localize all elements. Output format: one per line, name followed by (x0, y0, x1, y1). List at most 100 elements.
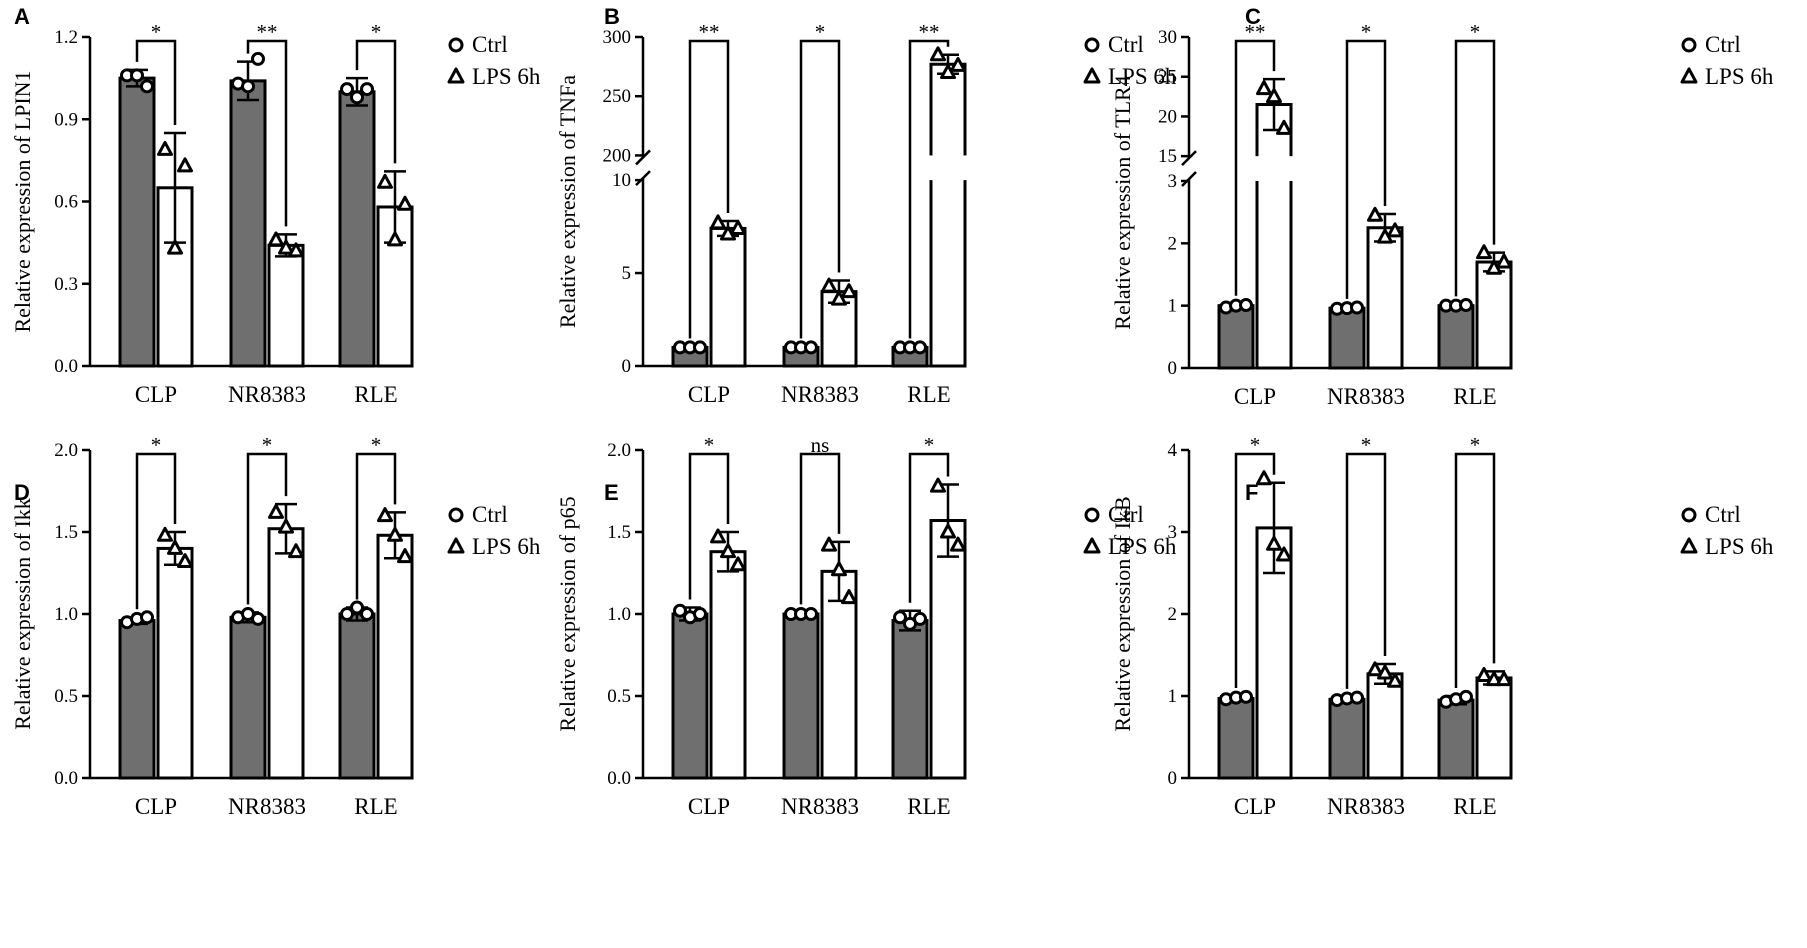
significance-bracket (688, 452, 730, 600)
y-tick-label: 2.0 (54, 440, 78, 461)
bar-lps-6h (1366, 672, 1404, 780)
x-category-label: RLE (907, 794, 950, 819)
y-tick-label: 1.5 (607, 522, 631, 543)
x-category-label: NR8383 (781, 382, 859, 407)
x-category-label: CLP (135, 794, 177, 819)
legend-marker-ctrl (1084, 507, 1100, 523)
significance-label: * (1470, 20, 1481, 44)
data-point-ctrl (693, 607, 707, 621)
axis-break-mark (1181, 150, 1197, 167)
legend: Ctrl LPS 6h (447, 502, 541, 559)
panel-letter: A (14, 4, 30, 29)
legend-label-ctrl: Ctrl (1705, 502, 1741, 527)
significance-label: * (1250, 433, 1261, 457)
axis-break-mark (1181, 171, 1197, 187)
data-point-ctrl (913, 340, 927, 355)
data-point-ctrl (340, 82, 354, 97)
y-axis-label: Relative expression of TLR4 (1110, 75, 1135, 329)
bar-lps-6h (156, 546, 194, 780)
x-category-label: NR8383 (1327, 384, 1405, 409)
data-point-lps (1496, 671, 1512, 687)
data-point-lps (1256, 80, 1272, 96)
data-point-lps (1486, 671, 1502, 687)
data-point-lps (288, 242, 304, 258)
legend-marker-ctrl (1681, 37, 1697, 53)
y-tick-label: 1.0 (607, 604, 631, 625)
significance-bracket (799, 39, 841, 339)
significance-label: * (1470, 433, 1481, 457)
significance-label: * (1361, 433, 1372, 457)
data-point-lps (377, 507, 393, 523)
data-point-lps (397, 195, 413, 211)
data-point-lps (1496, 253, 1512, 269)
data-point-ctrl (140, 79, 154, 94)
bar-ctrl (782, 612, 820, 780)
y-tick-label: 1.5 (54, 522, 78, 543)
data-point-lps (157, 526, 173, 542)
significance-label: ** (1245, 20, 1266, 44)
bar-ctrl (1217, 304, 1255, 370)
y-tick-label: 0 (1168, 358, 1178, 379)
x-category-label: RLE (354, 794, 397, 819)
data-point-lps (1367, 206, 1383, 222)
x-category-label: CLP (1234, 794, 1276, 819)
data-point-lps (1476, 244, 1492, 260)
data-point-ctrl (140, 610, 154, 625)
data-point-lps (710, 214, 726, 230)
bar-ctrl (1437, 698, 1475, 780)
panel-letter: E (604, 480, 619, 505)
data-point-ctrl (804, 340, 818, 355)
legend: Ctrl LPS 6h (1680, 502, 1774, 559)
data-point-lps (1256, 470, 1272, 486)
data-point-lps (1387, 672, 1403, 688)
data-point-lps (1476, 667, 1492, 682)
legend-marker-ctrl (1084, 37, 1100, 53)
significance-label: ns (811, 433, 830, 457)
panel-letter: D (14, 480, 30, 505)
data-point-lps (1276, 546, 1292, 562)
data-point-lps (397, 548, 413, 564)
bar-lps-6h (1475, 260, 1513, 370)
significance-bracket (135, 39, 177, 125)
bar-break-gap (929, 155, 967, 181)
x-category-label: NR8383 (228, 382, 306, 407)
legend-label-lps: LPS 6h (472, 64, 541, 89)
significance-bracket (908, 39, 950, 339)
data-point-lps (930, 477, 946, 493)
y-tick-label: 5 (622, 263, 632, 284)
significance-bracket (799, 452, 841, 605)
panel-letter: B (604, 4, 620, 29)
bar-lps-6h (267, 243, 305, 368)
data-point-lps (730, 556, 746, 572)
y-axis-label: Relative expression of TNFa (555, 75, 580, 328)
bar-lps-6h (929, 62, 967, 368)
y-axis-label: Relative expression of Ikk (10, 498, 35, 730)
y-tick-label: 0.6 (54, 192, 78, 213)
y-tick-label: 300 (603, 27, 632, 48)
data-point-lps (177, 157, 193, 173)
data-point-lps (167, 239, 183, 255)
data-point-lps (1367, 661, 1383, 677)
significance-bracket (1454, 39, 1496, 297)
y-tick-label: 15 (1158, 146, 1177, 167)
bar-ctrl (229, 615, 267, 780)
data-point-lps (167, 539, 183, 555)
legend-label-lps: LPS 6h (1705, 534, 1774, 559)
bar-lps-6h (156, 186, 194, 368)
legend-marker-lps (1083, 67, 1101, 84)
significance-label: * (704, 433, 715, 457)
x-category-label: CLP (688, 794, 730, 819)
bar-ctrl (1217, 696, 1255, 780)
data-point-lps (950, 536, 966, 552)
y-tick-label: 0.0 (607, 768, 631, 789)
y-axis-label: Relative expression of IkB (1110, 496, 1135, 731)
panel-A: A 0.0 0.3 0.6 0.9 1.2 Relative expression of L… (10, 4, 541, 407)
bar-ctrl (118, 619, 156, 780)
x-category-label: NR8383 (1327, 794, 1405, 819)
bar-lps-6h (709, 550, 747, 780)
bar-ctrl (891, 619, 929, 780)
x-category-label: RLE (1453, 384, 1496, 409)
significance-label: * (1361, 20, 1372, 44)
x-category-label: CLP (688, 382, 730, 407)
